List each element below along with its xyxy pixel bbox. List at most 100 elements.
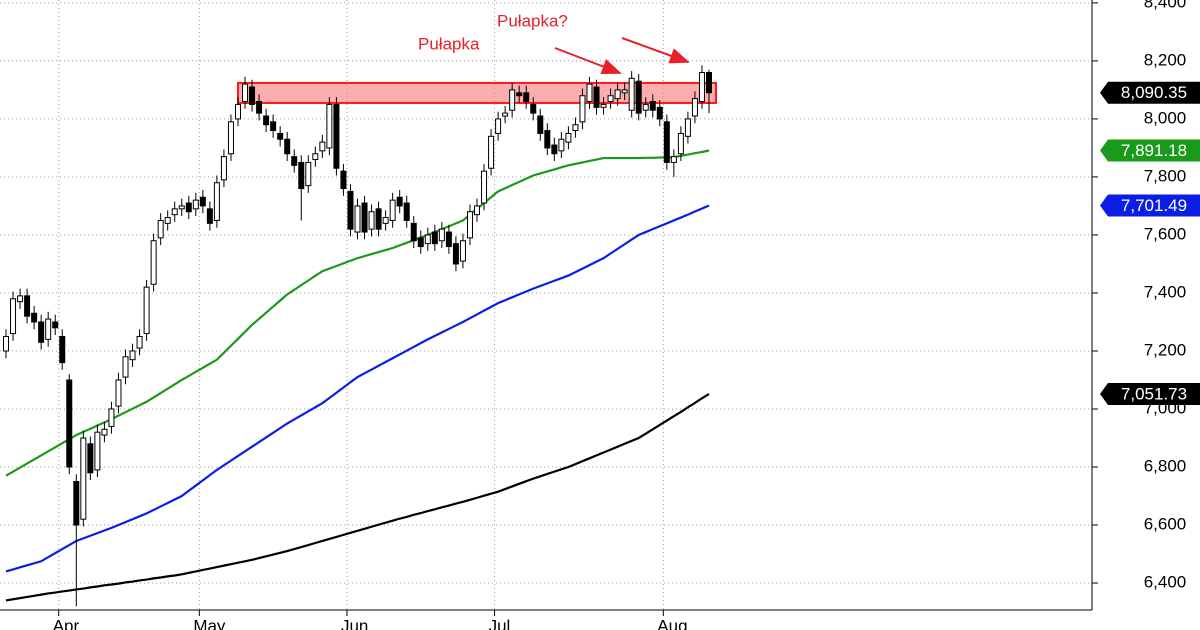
- candle-body: [3, 335, 9, 352]
- candle-body: [326, 103, 333, 149]
- candle-body: [389, 199, 396, 221]
- candle-body: [488, 135, 495, 169]
- x-tick-label: Apr: [53, 616, 80, 630]
- price-flag: [1100, 194, 1200, 217]
- candle-body: [431, 231, 438, 245]
- candle-body: [108, 408, 115, 427]
- y-tick-label: 7,200: [1144, 340, 1187, 359]
- candle-body: [558, 138, 565, 152]
- candle-body: [670, 156, 677, 163]
- candle-body: [706, 72, 712, 94]
- candle-body: [593, 86, 600, 108]
- x-tick-label: Jun: [341, 616, 368, 630]
- candle-body: [354, 205, 361, 233]
- candle-body: [375, 208, 382, 230]
- candle-body: [249, 86, 256, 105]
- x-tick-label: May: [193, 616, 226, 630]
- candle-body: [80, 437, 87, 520]
- candle-body: [459, 240, 466, 262]
- candle-body: [677, 132, 684, 155]
- candle-body: [256, 101, 263, 114]
- y-tick-label: 6,800: [1144, 456, 1187, 475]
- candle-body: [382, 217, 389, 224]
- candle-body: [347, 190, 354, 230]
- candle-body: [66, 379, 73, 468]
- candle-body: [424, 234, 431, 245]
- y-tick-label: 7,600: [1144, 224, 1187, 243]
- candle-body: [94, 431, 101, 471]
- price-label: 7,701.49: [1121, 196, 1187, 215]
- candle-body: [73, 481, 80, 526]
- price-flag: [1100, 139, 1200, 162]
- ma-layer: [5, 149, 710, 602]
- candle-body: [59, 335, 66, 364]
- candle-body: [270, 121, 277, 132]
- candle-body: [185, 202, 192, 213]
- candle-body: [45, 318, 52, 340]
- candle-layer: [3, 65, 712, 607]
- candle-body: [600, 103, 607, 108]
- candle-body: [164, 217, 171, 224]
- candle-body: [551, 144, 558, 155]
- candle-body: [495, 118, 502, 134]
- candle-body: [213, 182, 220, 221]
- candle-body: [642, 103, 649, 111]
- candle-body: [403, 202, 410, 221]
- candle-body: [263, 115, 270, 126]
- moving-average: [5, 393, 710, 602]
- x-tick-label: Aug: [657, 616, 687, 630]
- candle-body: [192, 199, 199, 210]
- candle-body: [199, 196, 206, 207]
- arrow: [621, 37, 690, 64]
- candle-body: [537, 115, 544, 134]
- candle-body: [340, 170, 347, 190]
- candle-body: [319, 141, 326, 152]
- candle-body: [52, 321, 59, 329]
- candle-body: [171, 208, 178, 216]
- y-tick-label: 6,400: [1144, 573, 1187, 592]
- price-flag: [1100, 382, 1200, 405]
- candle-body: [509, 89, 516, 111]
- price-label: 8,090.35: [1121, 83, 1187, 102]
- candle-body: [572, 124, 579, 132]
- moving-average: [5, 204, 710, 573]
- candle-body: [586, 83, 593, 103]
- candle-body: [579, 95, 586, 123]
- candle-body: [417, 237, 424, 248]
- candle-body: [698, 72, 705, 103]
- candle-body: [333, 103, 340, 169]
- candle-body: [157, 219, 164, 239]
- annotation: Pułapka?: [497, 11, 568, 30]
- candle-body: [663, 121, 670, 163]
- candle-body: [277, 132, 284, 140]
- candle-body: [298, 161, 305, 190]
- candle-body: [502, 112, 509, 117]
- x-tick-label: Jul: [489, 616, 511, 630]
- candle-body: [129, 350, 136, 361]
- resistance-zone: [237, 81, 717, 104]
- candle-body: [691, 98, 698, 117]
- candle-body: [38, 321, 45, 343]
- candle-body: [206, 208, 213, 224]
- candle-body: [474, 205, 481, 216]
- candle-body: [565, 132, 572, 143]
- candle-body: [607, 95, 614, 103]
- candle-body: [291, 156, 298, 166]
- candle-body: [684, 118, 691, 137]
- candle-body: [530, 103, 537, 114]
- moving-average: [5, 149, 710, 477]
- candle-body: [523, 92, 530, 103]
- candle-body: [150, 240, 157, 285]
- candle-body: [396, 196, 403, 207]
- y-tick-label: 8,000: [1144, 108, 1187, 127]
- candle-body: [87, 443, 94, 474]
- candle-body: [227, 121, 234, 155]
- candle-body: [635, 80, 642, 114]
- candle-body: [361, 202, 368, 233]
- candle-body: [24, 295, 31, 317]
- candle-body: [101, 428, 108, 436]
- candle-body: [178, 205, 185, 210]
- zone-layer: [237, 81, 717, 104]
